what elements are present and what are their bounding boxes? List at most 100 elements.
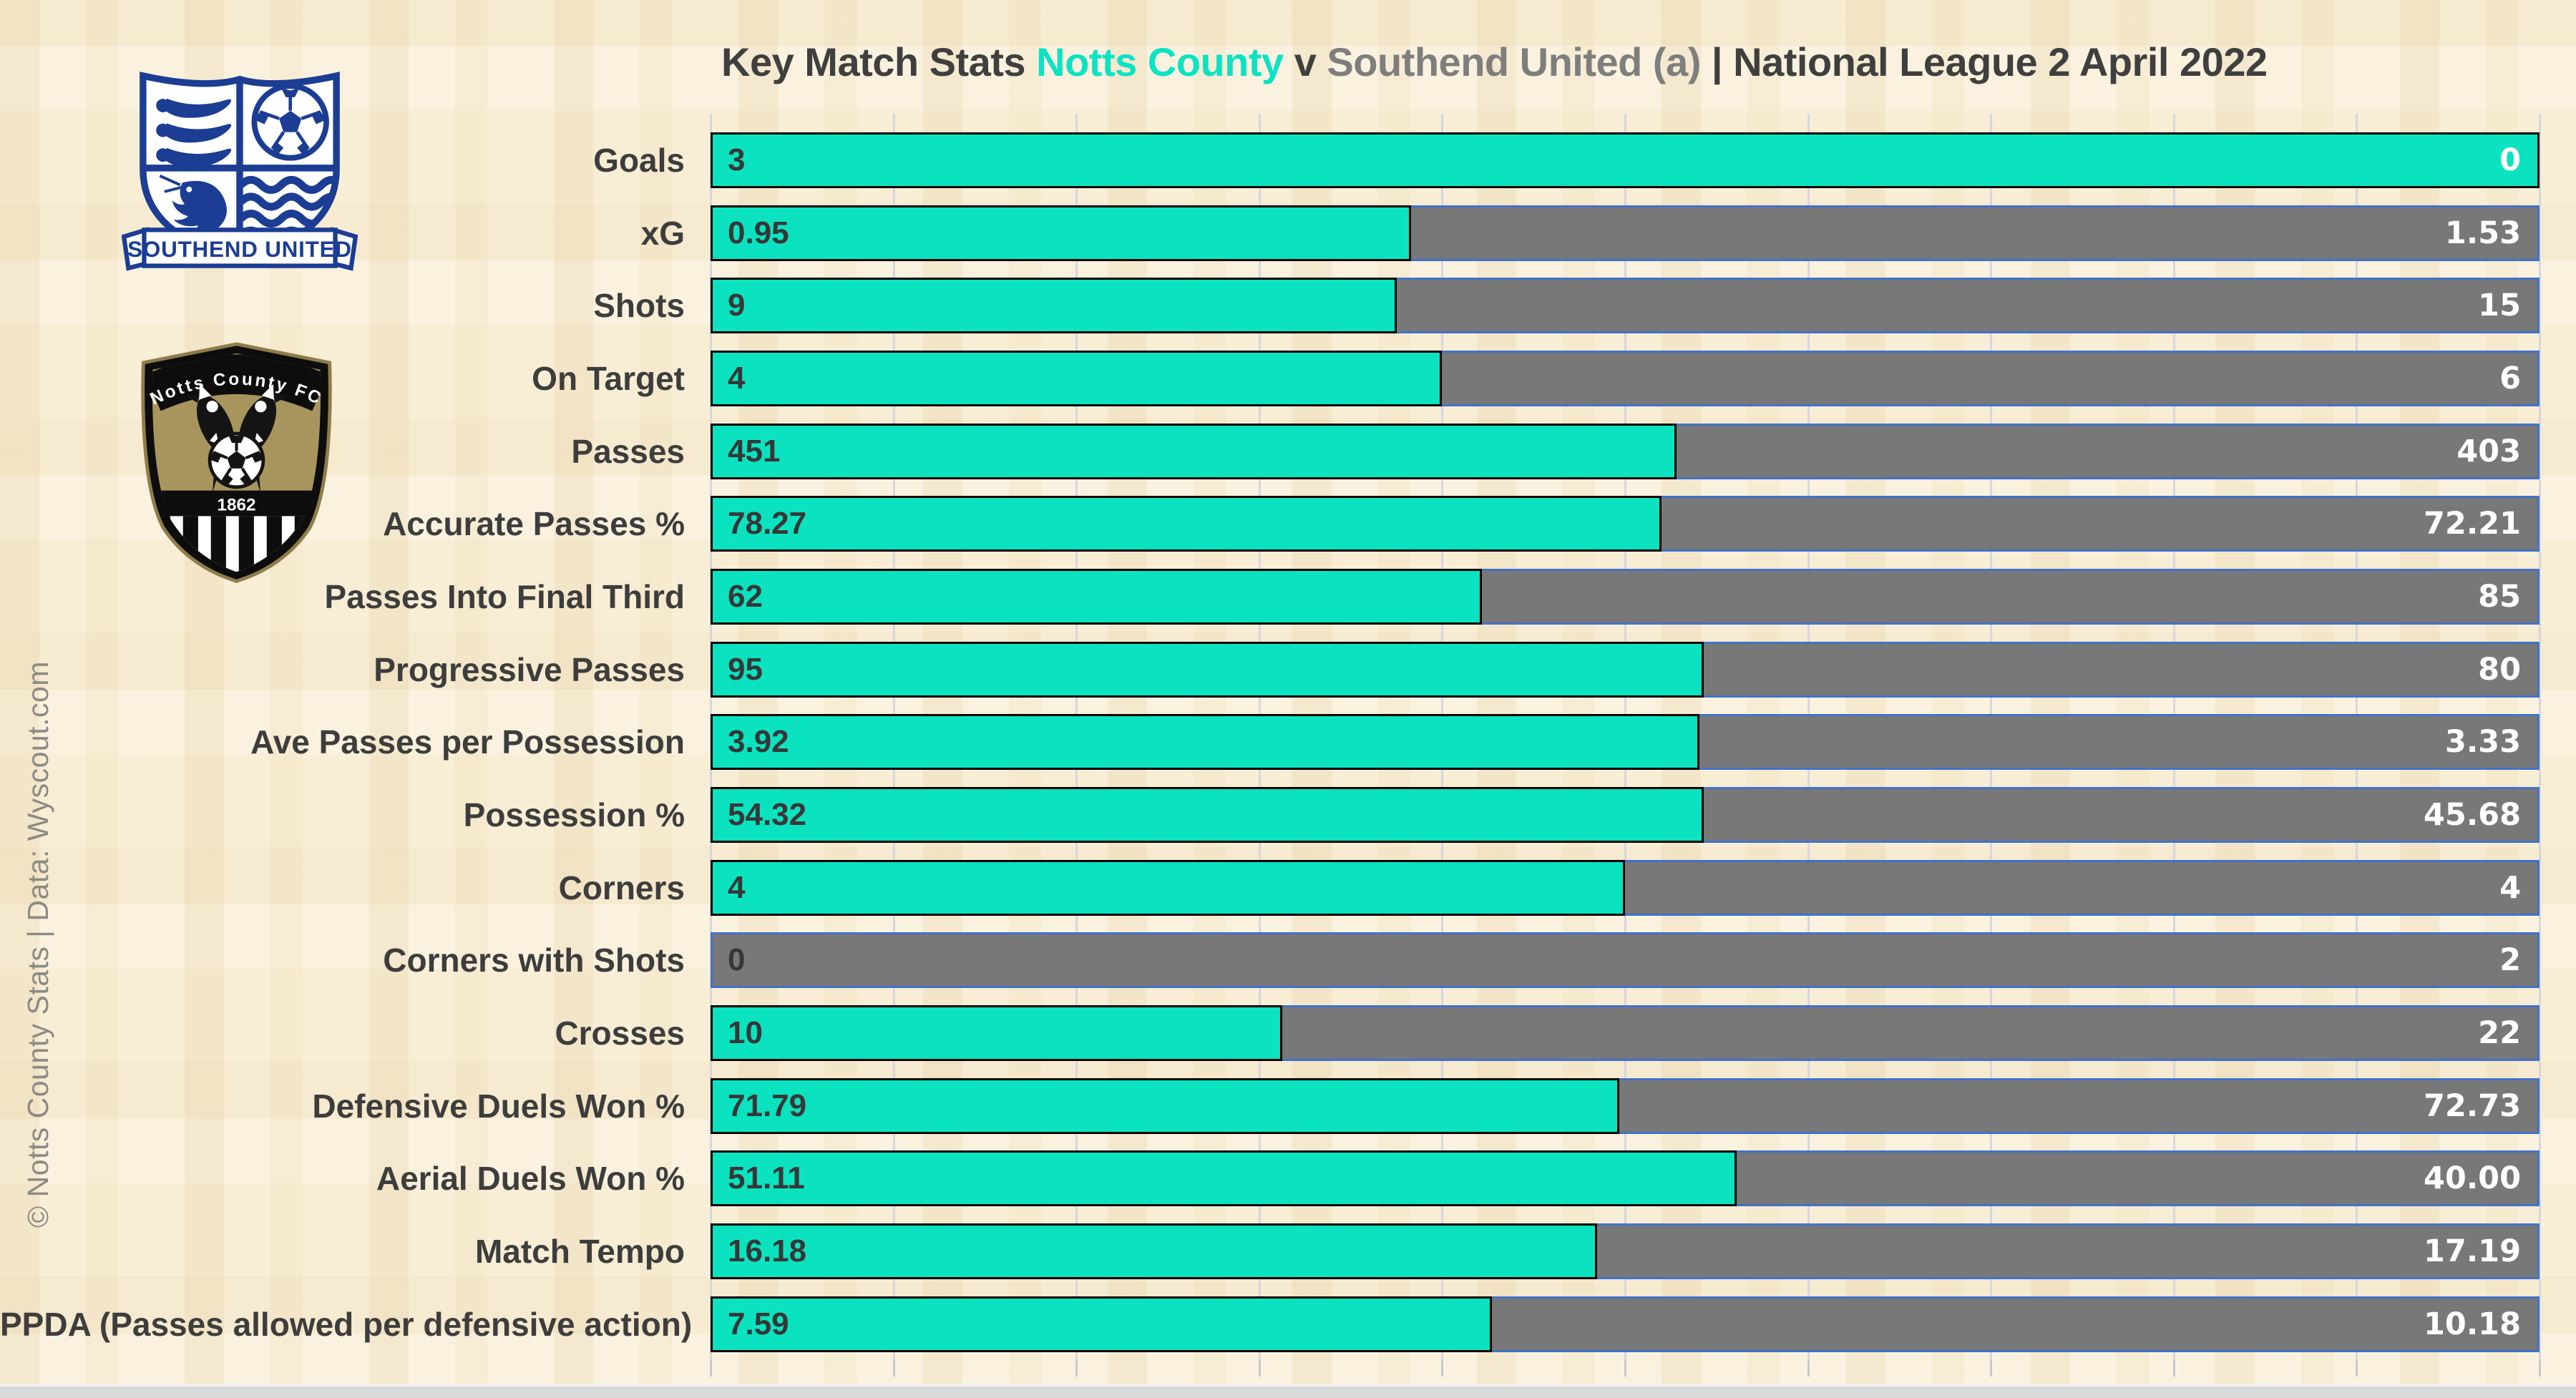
- southend-banner-text: SOUTHEND UNITED: [127, 237, 352, 262]
- stat-row: Crosses 10 22: [0, 997, 2540, 1070]
- stat-label: Progressive Passes: [374, 650, 685, 688]
- stat-row: Shots 9 15: [0, 269, 2540, 342]
- stat-row: Defensive Duels Won % 71.79 72.73: [0, 1070, 2540, 1143]
- home-bar-segment: [711, 350, 1443, 406]
- axis-tick: [1441, 1360, 1444, 1377]
- away-value: 4: [2499, 869, 2521, 906]
- axis-tick: [892, 1360, 895, 1377]
- stat-row: Corners 4 4: [0, 851, 2540, 924]
- home-bar-segment: [711, 1296, 1492, 1352]
- away-bar-segment: [1396, 278, 2540, 334]
- home-value: 0: [728, 942, 746, 978]
- away-bar-segment: [1704, 787, 2540, 844]
- away-value: 2: [2499, 942, 2521, 979]
- stat-row: On Target 4 6: [0, 342, 2540, 415]
- home-value: 10: [728, 1015, 763, 1051]
- stat-row: Possession % 54.32 45.68: [0, 778, 2540, 851]
- home-value: 51.11: [728, 1160, 805, 1196]
- away-bar-segment: [1491, 1296, 2540, 1352]
- home-value: 62: [728, 578, 763, 614]
- stat-bar-track: 0.95 1.53: [711, 205, 2540, 261]
- stat-label: On Target: [532, 359, 685, 397]
- stat-bar-track: 62 85: [711, 568, 2540, 625]
- stat-row: Ave Passes per Possession 3.92 3.33: [0, 706, 2540, 779]
- home-bar-segment: [711, 1150, 1737, 1207]
- away-value: 72.73: [2423, 1087, 2521, 1124]
- southend-banner: SOUTHEND UNITED: [122, 227, 358, 271]
- stat-label: Shots: [593, 287, 685, 325]
- away-bar-segment: [1676, 423, 2540, 479]
- home-value: 54.32: [728, 797, 807, 833]
- away-bar-segment: [1411, 205, 2540, 261]
- home-bar-segment: [711, 278, 1397, 334]
- home-bar-segment: [711, 714, 1699, 771]
- home-value: 78.27: [728, 506, 807, 542]
- stat-bar-track: 451 403: [711, 423, 2540, 479]
- stat-bar-track: 71.79 72.73: [711, 1077, 2540, 1134]
- axis-tick: [1258, 1360, 1261, 1377]
- notts-county-crest: Notts County FC 1862: [141, 342, 332, 583]
- home-bar-segment: [711, 641, 1704, 698]
- stat-bar-track: 95 80: [711, 641, 2540, 698]
- away-value: 40.00: [2423, 1160, 2521, 1197]
- stat-row: Progressive Passes 95 80: [0, 633, 2540, 706]
- football-icon: [208, 431, 265, 489]
- stat-bar-track: 78.27 72.21: [711, 496, 2540, 552]
- stat-row: PPDA (Passes allowed per defensive actio…: [0, 1288, 2540, 1361]
- stat-bar-track: 10 22: [711, 1005, 2540, 1062]
- stat-row: Goals 3 0: [0, 124, 2540, 197]
- stat-bar-track: 7.59 10.18: [711, 1296, 2540, 1352]
- stat-bar-track: 9 15: [711, 278, 2540, 334]
- away-bar-segment: [1703, 641, 2540, 698]
- home-bar-segment: [711, 1077, 1619, 1134]
- stat-label: Match Tempo: [474, 1233, 685, 1271]
- away-value: 17.19: [2423, 1233, 2521, 1270]
- stat-label: Corners with Shots: [383, 942, 685, 979]
- stat-row: Passes Into Final Third 62 85: [0, 560, 2540, 633]
- axis-tick: [1624, 1360, 1626, 1377]
- stat-label: Accurate Passes %: [383, 505, 685, 543]
- home-bar-segment: [711, 787, 1704, 844]
- home-bar-segment: [711, 859, 1625, 916]
- away-value: 1.53: [2444, 215, 2521, 251]
- away-bar-segment: [1662, 496, 2540, 552]
- stat-label: Aerial Duels Won %: [376, 1160, 685, 1198]
- home-value: 4: [728, 869, 746, 905]
- home-value: 3: [728, 142, 746, 177]
- stat-row: Accurate Passes % 78.27 72.21: [0, 487, 2540, 560]
- home-value: 3.92: [728, 724, 789, 760]
- home-bar-segment: [711, 496, 1662, 552]
- stat-label: Goals: [593, 141, 685, 179]
- away-value: 85: [2478, 578, 2521, 615]
- stat-row: Aerial Duels Won % 51.11 40.00: [0, 1143, 2540, 1216]
- axis-ticks: [710, 1360, 2541, 1378]
- stat-label: Possession %: [463, 796, 685, 834]
- stat-row: Match Tempo 16.18 17.19: [0, 1215, 2540, 1288]
- away-bar-segment: [1597, 1223, 2540, 1280]
- away-bar-segment: [711, 932, 2540, 989]
- southend-united-crest: SOUTHEND UNITED: [122, 72, 358, 271]
- title-away-team: Southend United (a): [1327, 39, 1701, 84]
- stat-bar-track: 54.32 45.68: [711, 787, 2540, 844]
- away-bar-segment: [1482, 568, 2540, 625]
- home-bar-segment: [711, 132, 2540, 188]
- away-value: 10.18: [2423, 1306, 2521, 1342]
- axis-tick: [1990, 1360, 1993, 1377]
- stat-label: Corners: [558, 869, 685, 906]
- stat-row: xG 0.95 1.53: [0, 197, 2540, 270]
- shrimp-icon: [159, 175, 227, 237]
- home-value: 451: [728, 433, 781, 469]
- window-bottom-edge: [0, 1384, 2576, 1398]
- title-prefix: Key Match Stats: [721, 39, 1037, 84]
- away-bar-segment: [1282, 1005, 2540, 1062]
- stat-bar-track: 51.11 40.00: [711, 1150, 2540, 1207]
- home-value: 71.79: [728, 1087, 807, 1123]
- home-bar-segment: [711, 1223, 1598, 1280]
- stat-label: Defensive Duels Won %: [312, 1087, 685, 1125]
- home-bar-segment: [711, 1005, 1282, 1062]
- stat-label: Ave Passes per Possession: [250, 723, 685, 761]
- away-bar-segment: [1699, 714, 2540, 771]
- home-value: 4: [728, 360, 746, 396]
